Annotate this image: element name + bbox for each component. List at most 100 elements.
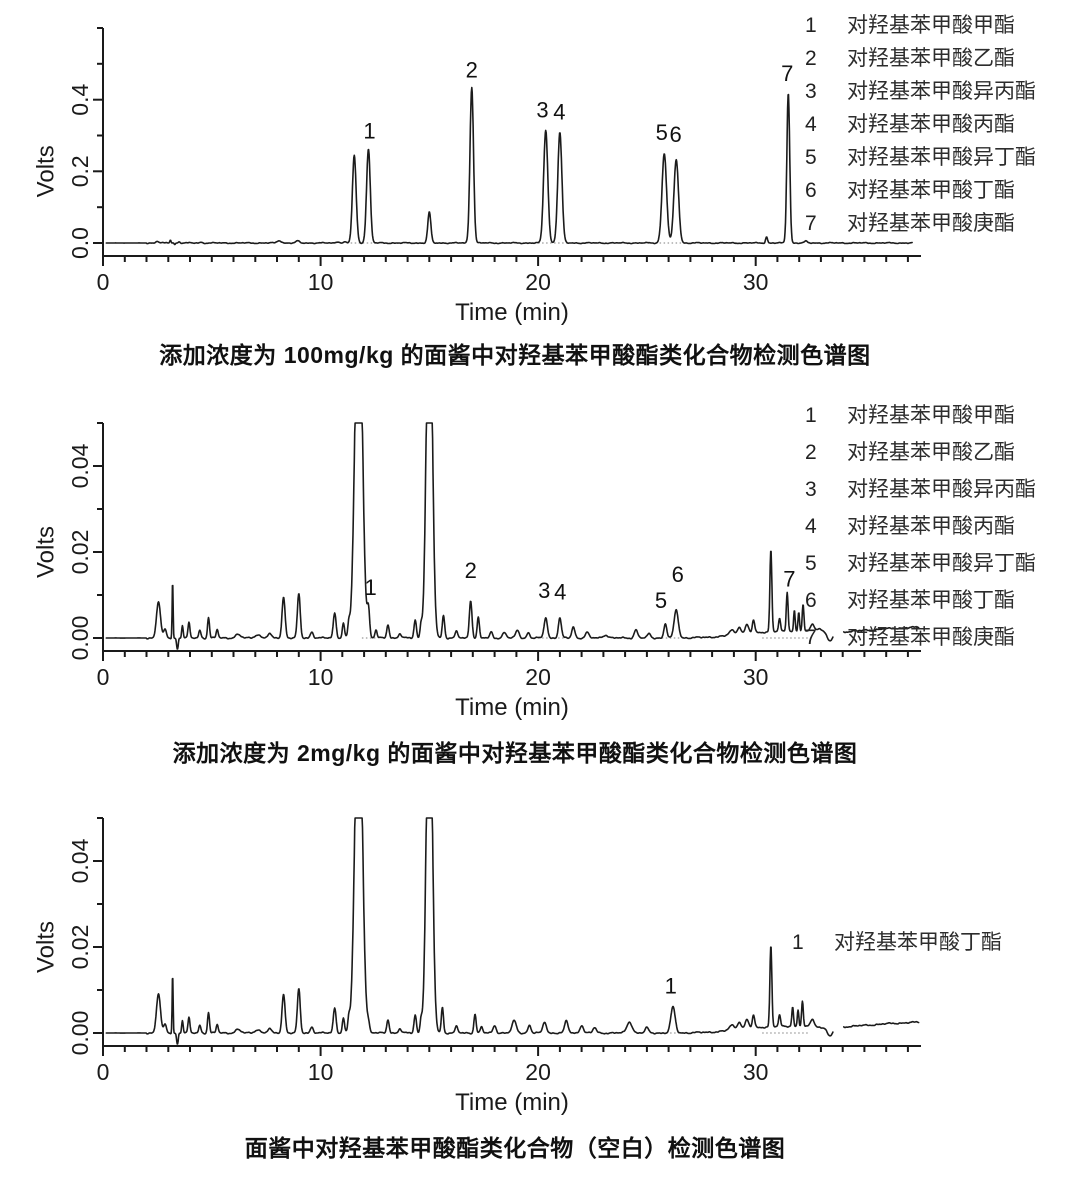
x-tick-label: 30 bbox=[743, 269, 769, 295]
x-ticks: 0 10 20 30 bbox=[97, 1046, 909, 1085]
x-tick-label: 0 bbox=[97, 664, 110, 690]
trace-line bbox=[105, 817, 834, 1045]
legend-item-name: 对羟基苯甲酸丁酯 bbox=[847, 179, 1015, 202]
caption-concentration: 100mg/kg bbox=[283, 342, 394, 368]
trace-line bbox=[105, 422, 834, 650]
legend-item-number: 4 bbox=[805, 113, 817, 136]
y-tick-label: 0.02 bbox=[67, 925, 93, 970]
legend-item-name: 对羟基苯甲酸甲酯 bbox=[847, 404, 1015, 427]
caption-pre: 添加浓度为 bbox=[172, 740, 297, 766]
legend-item-name: 对羟基苯甲酸乙酯 bbox=[847, 441, 1015, 464]
legend-item-number: 7 bbox=[805, 626, 817, 649]
peak-label: 3 bbox=[536, 98, 548, 123]
legend-item-number: 3 bbox=[805, 478, 817, 501]
caption-post: 的面酱中对羟基苯甲酸酯类化合物检测色谱图 bbox=[393, 342, 871, 368]
legend-item-name: 对羟基苯甲酸庚酯 bbox=[847, 212, 1015, 235]
peak-label: 6 bbox=[669, 122, 681, 147]
legend-item: 2 对羟基苯甲酸乙酯 bbox=[805, 42, 1036, 75]
y-tick-label: 0.02 bbox=[67, 530, 93, 575]
x-tick-label: 0 bbox=[97, 269, 110, 295]
x-axis-title: Time (min) bbox=[455, 299, 569, 326]
legend-item-number: 2 bbox=[805, 47, 817, 70]
caption-pre: 添加浓度为 bbox=[159, 342, 284, 368]
legend-item-number: 1 bbox=[805, 14, 817, 37]
peak-legend-100mgkg: 1 对羟基苯甲酸甲酯 2 对羟基苯甲酸乙酯 3 对羟基苯甲酸异丙酯 4 对羟基苯甲酸丙酯 5 对羟… bbox=[805, 9, 1036, 240]
y-tick-label: 0.00 bbox=[67, 1011, 93, 1056]
legend-item: 1 对羟基苯甲酸丁酯 bbox=[792, 930, 1002, 956]
y-ticks: 0.00 0.02 0.04 bbox=[67, 422, 103, 660]
figure-caption-2mgkg: 添加浓度为 2mg/kg 的面酱中对羟基苯甲酸酯类化合物检测色谱图 bbox=[0, 734, 1030, 768]
peak-label: 7 bbox=[783, 566, 795, 591]
legend-item: 6 对羟基苯甲酸丁酯 bbox=[805, 174, 1036, 207]
legend-item-number: 4 bbox=[805, 515, 817, 538]
peak-label: 4 bbox=[554, 579, 566, 604]
x-axis-title: Time (min) bbox=[455, 694, 569, 721]
figure-spiked-2mgkg: 0 10 20 30 0.00 0.02 0.04 Time (min) Volts 1 2 3 4 5 6… bbox=[0, 390, 1080, 785]
peak-label: 5 bbox=[656, 120, 668, 145]
y-axis-title: Volts bbox=[33, 526, 60, 578]
legend-item: 3 对羟基苯甲酸异丙酯 bbox=[805, 471, 1036, 508]
legend-item: 1 对羟基苯甲酸甲酯 bbox=[805, 9, 1036, 42]
legend-item: 1 对羟基苯甲酸甲酯 bbox=[805, 397, 1036, 434]
y-tick-label: 0.04 bbox=[67, 443, 93, 488]
legend-item-number: 1 bbox=[792, 931, 804, 954]
legend-item-number: 7 bbox=[805, 212, 817, 235]
trace-line bbox=[842, 1020, 920, 1029]
y-tick-label: 0.0 bbox=[67, 227, 93, 259]
y-tick-label: 0.4 bbox=[67, 84, 93, 116]
peak-label: 1 bbox=[665, 973, 677, 998]
peak-label: 6 bbox=[672, 562, 684, 587]
legend-item-name: 对羟基苯甲酸甲酯 bbox=[847, 14, 1015, 37]
legend-item-name: 对羟基苯甲酸异丙酯 bbox=[847, 80, 1036, 103]
legend-item-name: 对羟基苯甲酸乙酯 bbox=[847, 47, 1015, 70]
legend-item: 5 对羟基苯甲酸异丁酯 bbox=[805, 545, 1036, 582]
y-ticks: 0.0 0.2 0.4 bbox=[67, 27, 103, 259]
peak-label: 7 bbox=[781, 61, 793, 86]
caption-concentration: 2mg/kg bbox=[296, 740, 381, 766]
peak-label: 1 bbox=[364, 575, 376, 600]
y-axis-title: Volts bbox=[33, 145, 60, 197]
legend-item-number: 3 bbox=[805, 80, 817, 103]
legend-item-name: 对羟基苯甲酸丁酯 bbox=[847, 589, 1015, 612]
legend-item-name: 对羟基苯甲酸丙酯 bbox=[847, 515, 1015, 538]
legend-item: 2 对羟基苯甲酸乙酯 bbox=[805, 434, 1036, 471]
legend-item-number: 1 bbox=[805, 404, 817, 427]
legend-item-name: 对羟基苯甲酸异丙酯 bbox=[847, 478, 1036, 501]
peak-label: 2 bbox=[465, 558, 477, 583]
peak-labels: 1 bbox=[665, 973, 677, 998]
x-tick-label: 10 bbox=[308, 1059, 334, 1085]
legend-item: 4 对羟基苯甲酸丙酯 bbox=[805, 508, 1036, 545]
legend-item: 7 对羟基苯甲酸庚酯 bbox=[805, 619, 1036, 656]
legend-item: 5 对羟基苯甲酸异丁酯 bbox=[805, 141, 1036, 174]
x-tick-label: 0 bbox=[97, 1059, 110, 1085]
legend-item: 3 对羟基苯甲酸异丙酯 bbox=[805, 75, 1036, 108]
peak-legend-blank: 1 对羟基苯甲酸丁酯 bbox=[792, 930, 1002, 956]
legend-item-name: 对羟基苯甲酸庚酯 bbox=[847, 626, 1015, 649]
legend-item-name: 对羟基苯甲酸丁酯 bbox=[834, 931, 1002, 954]
chromatogram-plot-blank: 0 10 20 30 0.00 0.02 0.04 Time (min) Volts 1 bbox=[33, 817, 921, 1116]
legend-item: 4 对羟基苯甲酸丙酯 bbox=[805, 108, 1036, 141]
legend-item-name: 对羟基苯甲酸丙酯 bbox=[847, 113, 1015, 136]
legend-item-number: 5 bbox=[805, 146, 817, 169]
legend-item-number: 5 bbox=[805, 552, 817, 575]
y-ticks: 0.00 0.02 0.04 bbox=[67, 817, 103, 1056]
x-axis-title: Time (min) bbox=[455, 1089, 569, 1116]
peak-legend-2mgkg: 1 对羟基苯甲酸甲酯 2 对羟基苯甲酸乙酯 3 对羟基苯甲酸异丙酯 4 对羟基苯甲酸丙酯 5 对羟… bbox=[805, 397, 1036, 656]
figure-caption-100mgkg: 添加浓度为 100mg/kg 的面酱中对羟基苯甲酸酯类化合物检测色谱图 bbox=[0, 336, 1030, 370]
x-tick-label: 30 bbox=[743, 1059, 769, 1085]
x-ticks: 0 10 20 30 bbox=[97, 256, 909, 295]
trace-line bbox=[842, 625, 920, 634]
peak-label: 1 bbox=[363, 118, 375, 143]
legend-item-number: 6 bbox=[805, 179, 817, 202]
legend-item: 6 对羟基苯甲酸丁酯 bbox=[805, 582, 1036, 619]
figure-caption-blank: 面酱中对羟基苯甲酸酯类化合物（空白）检测色谱图 bbox=[0, 1129, 1030, 1163]
x-tick-label: 20 bbox=[525, 269, 551, 295]
x-tick-label: 20 bbox=[525, 664, 551, 690]
legend-item: 7 对羟基苯甲酸庚酯 bbox=[805, 207, 1036, 240]
y-axis-title: Volts bbox=[33, 921, 60, 973]
x-tick-label: 10 bbox=[308, 664, 334, 690]
